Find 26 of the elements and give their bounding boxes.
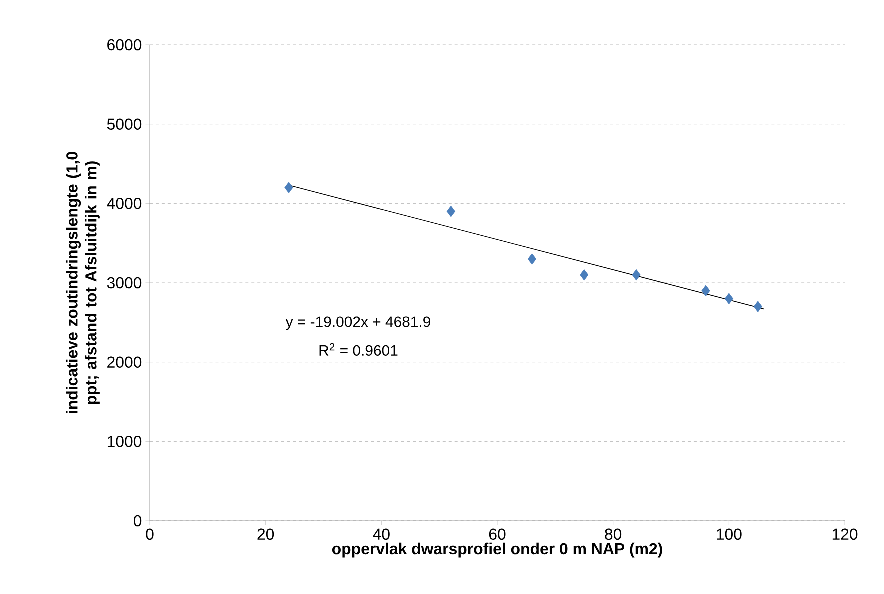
y-axis-title: indicatieve zoutindringslengte (1,0 ppt; afstand tot Afsluitdijk in m)	[66, 152, 100, 414]
y-tick-label: 4000	[107, 198, 142, 210]
point	[284, 182, 294, 194]
point	[528, 254, 537, 265]
point	[632, 269, 641, 281]
point	[754, 301, 762, 312]
x-tick-label: 120	[832, 528, 858, 540]
x-tick-label: 40	[373, 528, 390, 540]
point	[724, 293, 734, 305]
x-tick-label: 100	[717, 528, 742, 540]
x-axis-title: oppervlak dwarsprofiel onder 0 m NAP (m2)	[332, 542, 662, 558]
y-tick-label: 1000	[108, 436, 142, 448]
x-tick-label: 60	[489, 528, 506, 540]
x-tick-label: 0	[146, 528, 154, 540]
y-tick-label: 0	[134, 515, 142, 527]
annotation: y = -19.002x + 4681.9	[286, 316, 430, 330]
y-tick-label: 5000	[107, 118, 142, 130]
point	[580, 269, 589, 281]
y-tick-label: 3000	[107, 277, 142, 289]
point	[702, 285, 710, 297]
point	[446, 206, 456, 218]
y-tick-label: 2000	[108, 356, 142, 368]
x-tick-label: 80	[605, 528, 622, 540]
y-tick-label: 6000	[108, 39, 142, 51]
x-tick-label: 20	[258, 528, 274, 540]
annotation: R$^{2}$ = 0.9601	[320, 343, 398, 356]
